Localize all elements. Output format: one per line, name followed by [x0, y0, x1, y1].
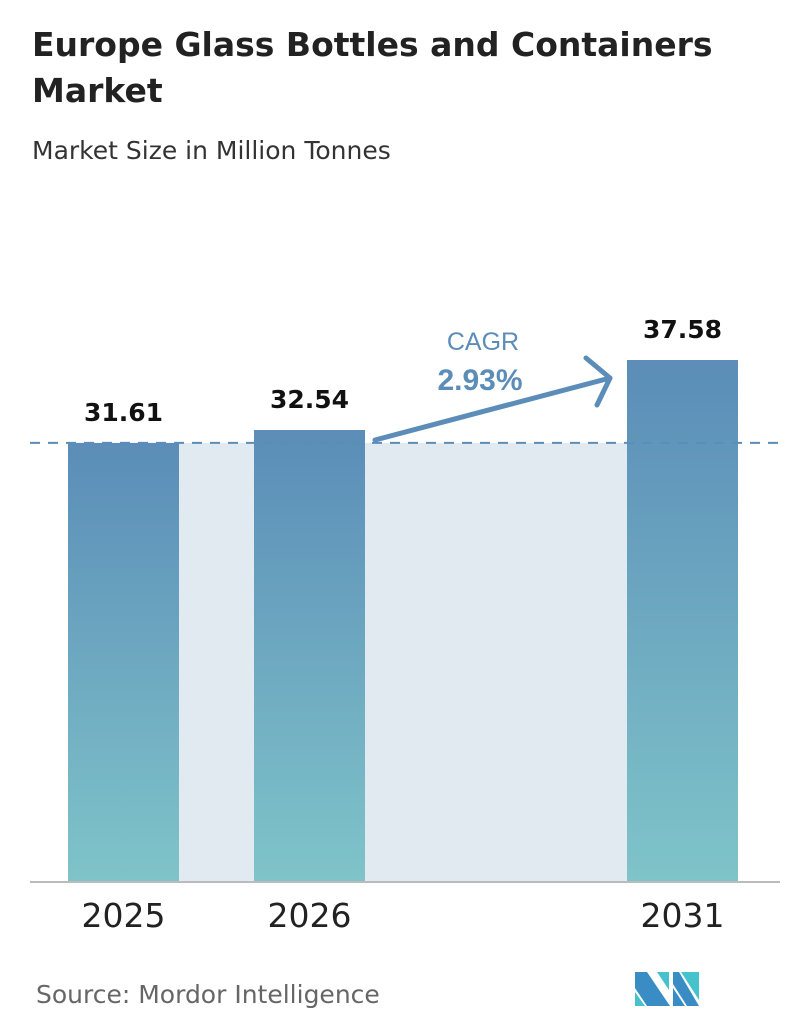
x-tick-label: 2025: [82, 896, 166, 935]
baseline-band: [68, 442, 738, 882]
x-tick-label: 2026: [268, 896, 352, 935]
mordor-logo: [635, 972, 699, 1006]
cagr-label: CAGR: [447, 328, 519, 356]
bar-2026: [254, 430, 365, 882]
source-note: Source: Mordor Intelligence: [36, 980, 380, 1009]
chart-subtitle: Market Size in Million Tonnes: [32, 136, 391, 165]
cagr-value: 2.93%: [437, 364, 522, 397]
value-label: 32.54: [270, 385, 349, 414]
bar-2031: [627, 360, 738, 882]
x-tick-label: 2031: [641, 896, 725, 935]
bar-2025: [68, 442, 179, 882]
value-label: 31.61: [84, 398, 163, 427]
cagr-arrow: [372, 355, 613, 443]
value-label: 37.58: [643, 315, 722, 344]
chart-title: Europe Glass Bottles and Containers Mark…: [32, 25, 713, 110]
